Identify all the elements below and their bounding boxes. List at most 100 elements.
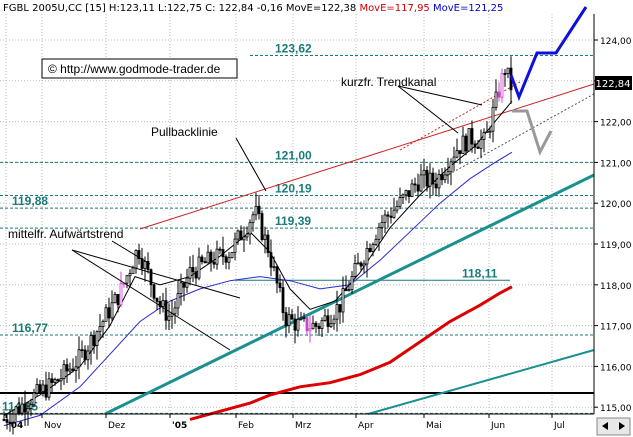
candle-body	[227, 257, 231, 263]
right-arrow-icon[interactable]	[619, 422, 625, 430]
candle-body	[110, 302, 114, 319]
candle-body	[59, 378, 63, 382]
candle-body	[461, 135, 465, 154]
candle-body	[194, 271, 198, 279]
candle-body	[452, 156, 456, 163]
candle-body	[506, 67, 510, 75]
y-tick-label: 118,00	[600, 282, 632, 292]
candle-body	[245, 233, 249, 238]
long-term-support-line	[367, 349, 595, 415]
candle-body	[428, 172, 432, 187]
candle-body	[113, 293, 117, 304]
candle-body	[482, 132, 486, 141]
candle-body	[206, 251, 210, 264]
candle-body	[68, 368, 72, 372]
candle-body	[377, 226, 381, 240]
candle-body	[32, 392, 36, 406]
annotation-label: Pullbacklinie	[151, 125, 218, 139]
candle-body	[137, 250, 141, 260]
candle-body	[248, 222, 252, 235]
candle-body	[221, 249, 225, 258]
candle-body	[284, 312, 288, 327]
header-low: L:122,75	[158, 3, 202, 14]
candle-body	[41, 384, 45, 392]
candle-body	[332, 318, 336, 325]
candle-body	[260, 213, 264, 240]
candle-body	[191, 267, 195, 273]
y-tick-label: 122,00	[600, 119, 632, 129]
candle-body	[311, 322, 315, 330]
candle-body	[218, 248, 222, 251]
candle-body	[338, 304, 342, 313]
candle-body	[401, 194, 405, 198]
copyright-box: © http://www.godmode-trader.de	[41, 58, 238, 79]
candle-body	[488, 130, 492, 133]
candle-body	[383, 214, 387, 223]
aufwaerts-pointer-line-1	[71, 249, 241, 299]
candle-body	[182, 282, 186, 288]
candle-body	[143, 260, 147, 269]
last-price-text: 122,84	[596, 79, 631, 90]
header-move-a: MovE=122,38	[286, 3, 356, 14]
candle-body	[281, 287, 285, 314]
candle-body	[77, 349, 81, 368]
candle-body	[449, 161, 453, 173]
candle-body	[230, 251, 234, 259]
candle-body	[62, 364, 66, 380]
candle-body	[224, 256, 228, 263]
candlesticks	[2, 56, 513, 435]
candle-body	[341, 288, 345, 313]
level-label: 119,39	[275, 214, 311, 228]
candle-body	[266, 234, 270, 254]
x-axis-ticks: '04 Nov Dez '05 Feb Mrz Apr Mai Jun Jul	[5, 414, 565, 431]
candle-body	[35, 384, 39, 394]
candle-body	[152, 284, 156, 299]
header-high: H:123,11	[109, 3, 155, 14]
x-tick-label: Mai	[426, 421, 442, 431]
candle-body	[416, 184, 420, 192]
candle-body	[251, 214, 255, 224]
level-label: 116,77	[12, 321, 48, 335]
candle-body	[197, 256, 201, 279]
scroll-arrows[interactable]	[596, 417, 631, 436]
ma-long-line	[189, 285, 513, 421]
candle-body	[344, 288, 348, 292]
candle-body	[362, 263, 366, 267]
candle-body	[440, 174, 444, 181]
candle-body	[83, 349, 87, 361]
candle-body	[491, 106, 495, 132]
candle-body	[374, 238, 378, 245]
candle-body	[296, 318, 300, 331]
candle-body	[437, 174, 441, 189]
candle-body	[98, 326, 102, 333]
candle-body	[365, 247, 369, 265]
left-arrow-icon[interactable]	[602, 422, 608, 430]
candle-body	[434, 183, 438, 189]
candle-body	[23, 403, 27, 413]
candle-body	[302, 317, 306, 320]
y-tick-label: 117,00	[600, 323, 632, 333]
candle-body	[275, 266, 279, 284]
short-trend-upper-line	[399, 81, 521, 151]
candle-body	[107, 307, 111, 319]
x-tick-label: Feb	[238, 421, 254, 431]
candle-body	[173, 307, 177, 315]
candle-body	[458, 150, 462, 154]
candle-body	[257, 205, 261, 214]
candle-body	[455, 150, 459, 158]
grid-lines	[0, 14, 594, 414]
candle-body	[50, 378, 54, 383]
candle-body	[134, 250, 138, 269]
x-tick-label: Mrz	[295, 421, 311, 431]
candle-body	[290, 314, 294, 320]
candle-body	[467, 128, 471, 152]
candle-body	[473, 143, 477, 148]
candle-body	[128, 273, 132, 277]
last-price-badge: 122,84	[595, 76, 632, 90]
candle-body	[146, 260, 150, 271]
candle-body	[422, 169, 426, 176]
candle-body	[212, 261, 216, 265]
candle-body	[65, 364, 69, 372]
candle-body	[386, 214, 390, 217]
candle-body	[20, 403, 24, 414]
